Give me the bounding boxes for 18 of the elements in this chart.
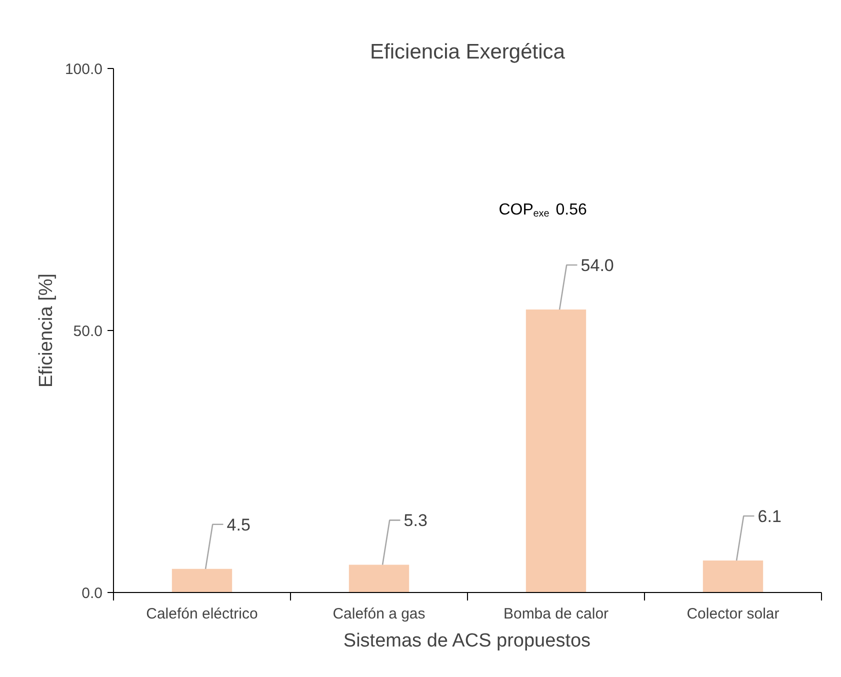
x-tick-label: Bomba de calor: [503, 606, 609, 622]
y-tick-label: 100.0: [64, 61, 103, 78]
data-label: 4.5: [226, 515, 250, 534]
x-tick-label: Colector solar: [686, 606, 780, 622]
x-axis-title: Sistemas de ACS propuestos: [343, 630, 591, 652]
data-label: 54.0: [580, 256, 614, 275]
bar: [172, 568, 232, 592]
y-tick-label: 50.0: [73, 323, 103, 340]
bar: [702, 560, 764, 592]
x-tick-label: Calefón a gas: [332, 606, 426, 622]
data-label: 6.1: [758, 506, 782, 526]
chart-title: Eficiencia Exergética: [370, 40, 566, 64]
x-tick-label: Calefón eléctrico: [146, 606, 258, 622]
bar: [526, 310, 586, 592]
y-tick-label: 0.0: [82, 585, 103, 602]
data-label: 5.3: [404, 511, 428, 530]
y-axis-title: Eficiencia [%]: [36, 273, 57, 388]
bar: [348, 564, 410, 592]
